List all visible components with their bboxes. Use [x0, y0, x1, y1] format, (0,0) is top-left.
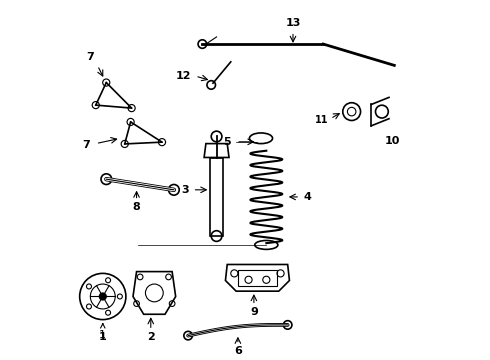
Text: 11: 11 — [315, 116, 329, 126]
Text: 6: 6 — [234, 346, 242, 356]
Text: 2: 2 — [147, 332, 155, 342]
Text: 8: 8 — [133, 202, 141, 212]
Text: 7: 7 — [83, 140, 90, 150]
Text: 9: 9 — [250, 307, 258, 317]
Circle shape — [99, 293, 106, 300]
Text: 7: 7 — [86, 52, 94, 62]
Text: 1: 1 — [99, 324, 106, 340]
Text: 1: 1 — [99, 332, 107, 342]
Text: 12: 12 — [176, 71, 192, 81]
Text: 5: 5 — [223, 137, 231, 147]
Text: 3: 3 — [181, 185, 189, 195]
Text: 4: 4 — [304, 192, 312, 202]
Bar — [238, 270, 277, 286]
Text: 13: 13 — [285, 18, 301, 28]
Text: 10: 10 — [385, 136, 400, 147]
Bar — [210, 158, 223, 236]
